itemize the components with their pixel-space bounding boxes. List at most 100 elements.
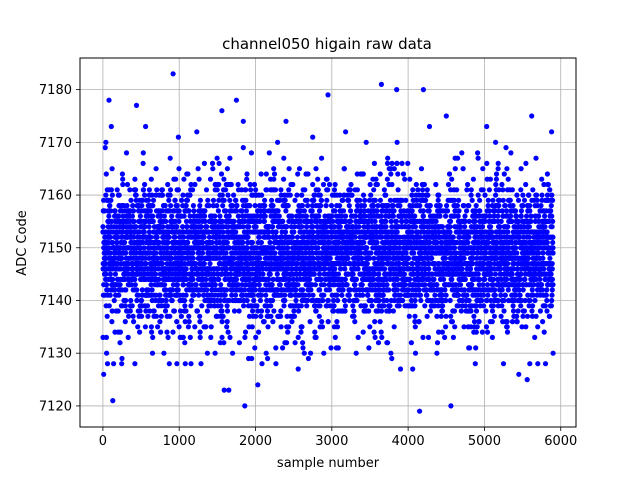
data-point — [235, 181, 241, 188]
data-point — [236, 340, 242, 346]
data-point — [116, 292, 122, 298]
data-point — [243, 197, 249, 203]
data-point — [313, 308, 319, 314]
data-point — [473, 303, 479, 309]
data-point — [460, 297, 466, 304]
data-point — [375, 203, 381, 209]
data-point — [356, 224, 362, 230]
data-point — [415, 187, 421, 193]
data-point — [390, 213, 396, 219]
data-point — [294, 234, 301, 240]
data-point — [295, 334, 301, 340]
data-point — [386, 308, 393, 314]
data-point — [281, 155, 287, 161]
data-point — [258, 171, 264, 177]
data-point — [296, 166, 303, 172]
data-point — [420, 334, 426, 340]
data-point — [423, 287, 429, 293]
data-point — [317, 303, 323, 309]
data-point — [143, 261, 149, 267]
data-point — [122, 319, 128, 325]
data-point — [467, 266, 474, 272]
data-point — [299, 224, 305, 230]
data-point — [429, 255, 435, 261]
data-point — [273, 345, 279, 351]
data-point — [343, 213, 349, 219]
data-point — [252, 287, 258, 293]
data-point — [150, 334, 156, 340]
data-point — [298, 329, 304, 335]
data-point — [450, 334, 456, 340]
data-point — [368, 250, 374, 256]
data-point — [470, 261, 476, 267]
data-point — [317, 287, 323, 293]
data-point — [289, 319, 295, 325]
data-point — [473, 203, 479, 209]
data-point — [170, 329, 176, 335]
data-point — [122, 303, 128, 309]
data-point — [239, 208, 245, 214]
data-point — [258, 239, 264, 246]
data-point — [366, 308, 372, 314]
data-point — [284, 340, 290, 346]
data-point — [452, 324, 458, 330]
data-point — [282, 197, 288, 203]
data-point — [127, 187, 133, 193]
data-point — [292, 340, 298, 346]
data-point — [117, 340, 123, 346]
data-point — [186, 319, 192, 325]
data-point — [149, 192, 155, 198]
data-point — [350, 271, 356, 277]
data-point — [426, 266, 432, 272]
data-point — [447, 229, 453, 235]
data-point — [140, 150, 146, 156]
data-point — [185, 239, 191, 246]
data-point — [337, 224, 343, 230]
data-point — [141, 229, 147, 235]
data-point — [380, 261, 386, 267]
data-point — [126, 313, 132, 319]
data-point — [477, 208, 483, 214]
data-point — [191, 208, 197, 214]
data-point — [240, 224, 246, 230]
data-point — [214, 155, 220, 161]
data-point — [265, 324, 271, 330]
data-point — [360, 292, 366, 298]
data-point — [400, 171, 407, 177]
data-point — [446, 171, 453, 177]
data-point — [383, 192, 389, 198]
data-point — [167, 313, 173, 319]
data-point — [164, 303, 170, 309]
data-point — [384, 176, 390, 182]
data-point — [252, 282, 258, 288]
data-point — [409, 208, 415, 214]
data-point — [444, 203, 450, 209]
data-point — [464, 292, 470, 298]
data-point — [108, 208, 114, 214]
data-point — [256, 282, 262, 288]
data-point — [331, 308, 337, 314]
data-point — [385, 203, 391, 209]
data-point — [310, 229, 316, 235]
data-point — [220, 313, 226, 319]
data-point — [452, 166, 458, 172]
data-point — [253, 313, 259, 319]
data-point — [334, 319, 340, 325]
data-point — [289, 266, 295, 272]
data-point — [468, 187, 474, 193]
data-point — [457, 234, 463, 240]
data-point — [231, 192, 237, 198]
data-point — [270, 319, 276, 325]
data-point — [249, 324, 255, 330]
data-point — [436, 261, 442, 267]
data-point — [241, 287, 248, 293]
data-point — [223, 187, 229, 193]
data-point — [288, 292, 294, 298]
data-point — [310, 255, 316, 261]
data-point — [148, 234, 154, 240]
data-point — [168, 255, 174, 261]
data-point — [384, 282, 390, 288]
data-point — [286, 166, 292, 172]
data-point — [143, 308, 149, 314]
data-point — [281, 303, 287, 309]
